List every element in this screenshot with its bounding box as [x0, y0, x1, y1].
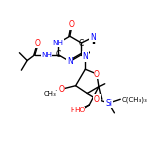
- Text: N: N: [90, 33, 96, 42]
- Text: O: O: [69, 20, 75, 29]
- Text: C(CH₃)₃: C(CH₃)₃: [124, 96, 147, 101]
- Text: O: O: [35, 38, 41, 48]
- Text: HO: HO: [74, 107, 85, 113]
- Text: N: N: [67, 57, 73, 66]
- Text: O: O: [94, 95, 100, 104]
- Text: O: O: [58, 85, 64, 94]
- Text: Si: Si: [105, 99, 112, 108]
- Text: NH: NH: [53, 40, 63, 46]
- Text: O: O: [58, 85, 64, 94]
- Text: C: C: [79, 38, 84, 48]
- Text: N: N: [83, 52, 88, 61]
- Text: Si: Si: [105, 99, 112, 108]
- Text: C(CH₃)₃: C(CH₃)₃: [121, 96, 147, 103]
- Text: N: N: [90, 33, 96, 42]
- Text: N: N: [67, 57, 73, 66]
- Text: O: O: [94, 70, 100, 79]
- Text: NH: NH: [53, 40, 64, 46]
- Text: HO: HO: [71, 107, 81, 113]
- Text: C: C: [56, 50, 61, 59]
- Text: O: O: [69, 20, 75, 29]
- Text: O: O: [35, 38, 41, 48]
- Text: C: C: [90, 44, 96, 53]
- Text: N: N: [83, 52, 88, 61]
- Text: O: O: [94, 95, 100, 104]
- Text: CH₃: CH₃: [44, 91, 57, 97]
- Text: NH: NH: [41, 52, 52, 58]
- Text: NH: NH: [41, 52, 52, 58]
